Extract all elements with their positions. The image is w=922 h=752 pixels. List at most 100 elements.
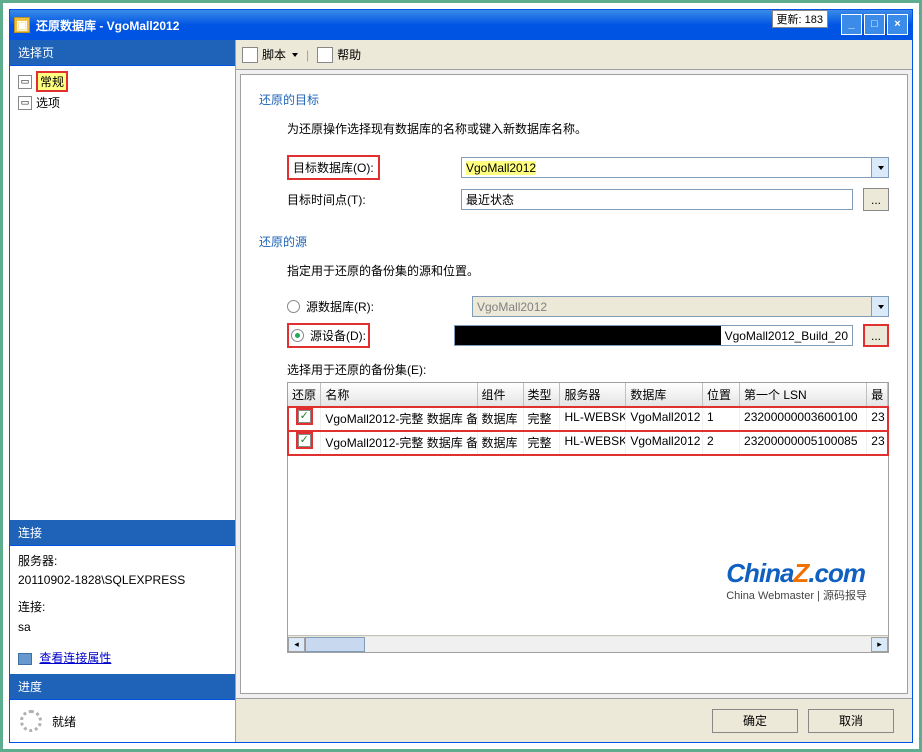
nav-item-general[interactable]: ▭ 常规	[16, 70, 229, 93]
cell-position: 1	[703, 407, 740, 430]
server-value: 20110902-1828\SQLEXPRESS	[18, 571, 227, 590]
col-server[interactable]: 服务器	[560, 383, 626, 406]
target-time-field[interactable]: 最近状态	[461, 189, 853, 210]
cell-name: VgoMall2012-完整 数据库 备份	[321, 407, 477, 430]
target-time-browse-button[interactable]: ...	[863, 188, 889, 211]
database-icon: ▣	[14, 17, 30, 33]
cell-last: 23	[867, 407, 888, 430]
grid-empty-space	[288, 455, 888, 635]
source-db-value: VgoMall2012	[477, 300, 547, 314]
cell-lsn: 23200000005100085	[740, 431, 867, 454]
server-label: 服务器:	[18, 552, 227, 571]
backup-sets-grid: 还原 名称 组件 类型 服务器 数据库 位置 第一个 LSN 最	[287, 382, 889, 653]
grid-row[interactable]: VgoMall2012-完整 数据库 备份 数据库 完整 HL-WEBSKY V…	[288, 431, 888, 455]
page-icon: ▭	[18, 96, 32, 110]
annotation-frame: ▣ 还原数据库 - VgoMall2012 更新: 183 _ □ × 选择页 …	[0, 0, 922, 752]
nav-item-options[interactable]: ▭ 选项	[16, 93, 229, 112]
row-restore-checkbox[interactable]	[298, 410, 311, 423]
col-position[interactable]: 位置	[703, 383, 740, 406]
source-device-label: 源设备(D):	[310, 327, 366, 344]
target-time-label: 目标时间点(T):	[287, 191, 455, 208]
cell-component: 数据库	[478, 431, 524, 454]
right-pane: 脚本 | 帮助 还原的目标 为还原操作选择现有数据库的名称或键入新数据库名称。 …	[236, 40, 912, 742]
footer: 确定 取消	[236, 698, 912, 742]
source-device-browse-button[interactable]: ...	[863, 324, 889, 347]
titlebar[interactable]: ▣ 还原数据库 - VgoMall2012 更新: 183 _ □ ×	[10, 10, 912, 40]
target-db-combo[interactable]: VgoMall2012	[461, 157, 889, 178]
window-title: 还原数据库 - VgoMall2012	[36, 17, 179, 34]
window-controls: _ □ ×	[841, 14, 908, 35]
cell-last: 23	[867, 431, 888, 454]
dropdown-icon[interactable]	[292, 53, 298, 57]
status-text: 就绪	[52, 713, 76, 730]
dialog-window: ▣ 还原数据库 - VgoMall2012 更新: 183 _ □ × 选择页 …	[9, 9, 913, 743]
redacted-path	[455, 326, 721, 345]
target-db-label: 目标数据库(O):	[287, 155, 380, 180]
script-button[interactable]: 脚本	[262, 46, 286, 63]
source-desc: 指定用于还原的备份集的源和位置。	[259, 256, 889, 293]
grid-row[interactable]: VgoMall2012-完整 数据库 备份 数据库 完整 HL-WEBSKY V…	[288, 407, 888, 431]
cancel-button[interactable]: 取消	[808, 709, 894, 733]
col-first-lsn[interactable]: 第一个 LSN	[740, 383, 867, 406]
view-connection-properties-link[interactable]: 查看连接属性	[39, 649, 111, 668]
row-restore-checkbox[interactable]	[298, 434, 311, 447]
properties-icon	[18, 653, 32, 665]
source-legend: 还原的源	[259, 229, 889, 256]
connection-info: 服务器: 20110902-1828\SQLEXPRESS 连接: sa 查看连…	[10, 546, 235, 674]
close-button[interactable]: ×	[887, 14, 908, 35]
col-database[interactable]: 数据库	[626, 383, 703, 406]
minimize-button[interactable]: _	[841, 14, 862, 35]
update-badge: 更新: 183	[772, 10, 828, 28]
connection-value: sa	[18, 618, 227, 637]
cell-position: 2	[703, 431, 740, 454]
scroll-left-button[interactable]: ◂	[288, 637, 305, 652]
main-form: 还原的目标 为还原操作选择现有数据库的名称或键入新数据库名称。 目标数据库(O)…	[240, 74, 908, 694]
col-last[interactable]: 最	[867, 383, 888, 406]
grid-header: 还原 名称 组件 类型 服务器 数据库 位置 第一个 LSN 最	[288, 383, 888, 407]
col-type[interactable]: 类型	[524, 383, 561, 406]
spinner-icon	[20, 710, 42, 732]
maximize-button[interactable]: □	[864, 14, 885, 35]
select-page-header: 选择页	[10, 40, 235, 66]
cell-name: VgoMall2012-完整 数据库 备份	[321, 431, 477, 454]
scroll-right-button[interactable]: ▸	[871, 637, 888, 652]
cell-component: 数据库	[478, 407, 524, 430]
left-pane: 选择页 ▭ 常规 ▭ 选项 连接 服	[10, 40, 236, 742]
ok-button[interactable]: 确定	[712, 709, 798, 733]
progress-status: 就绪	[10, 700, 235, 742]
help-button[interactable]: 帮助	[337, 46, 361, 63]
cell-database: VgoMall2012	[626, 407, 703, 430]
cell-server: HL-WEBSKY	[560, 431, 626, 454]
col-restore[interactable]: 还原	[288, 383, 321, 406]
source-device-radio[interactable]	[291, 329, 304, 342]
target-legend: 还原的目标	[259, 87, 889, 114]
col-component[interactable]: 组件	[478, 383, 524, 406]
cell-server: HL-WEBSKY	[560, 407, 626, 430]
source-device-field: VgoMall2012_Build_20	[454, 325, 853, 346]
scroll-thumb[interactable]	[305, 637, 365, 652]
backup-sets-label: 选择用于还原的备份集(E):	[259, 351, 889, 378]
source-db-label: 源数据库(R):	[306, 298, 466, 315]
separator: |	[306, 48, 309, 62]
source-db-combo: VgoMall2012	[472, 296, 889, 317]
target-time-value: 最近状态	[466, 191, 514, 208]
grid-hscrollbar[interactable]: ◂ ▸	[288, 635, 888, 652]
chevron-down-icon[interactable]	[871, 158, 888, 177]
content-area: 选择页 ▭ 常规 ▭ 选项 连接 服	[10, 40, 912, 742]
cell-type: 完整	[524, 407, 561, 430]
connection-header: 连接	[10, 520, 235, 546]
col-name[interactable]: 名称	[321, 383, 477, 406]
connection-label: 连接:	[18, 598, 227, 617]
source-db-radio[interactable]	[287, 300, 300, 313]
cell-lsn: 23200000003600100	[740, 407, 867, 430]
page-icon: ▭	[18, 75, 32, 89]
chevron-down-icon	[871, 297, 888, 316]
target-desc: 为还原操作选择现有数据库的名称或键入新数据库名称。	[259, 114, 889, 151]
cell-database: VgoMall2012	[626, 431, 703, 454]
progress-header: 进度	[10, 674, 235, 700]
toolbar: 脚本 | 帮助	[236, 40, 912, 70]
nav-general-label: 常规	[36, 71, 68, 92]
source-device-value: VgoMall2012_Build_20	[721, 329, 852, 343]
script-icon	[242, 47, 258, 63]
nav-options-label: 选项	[36, 94, 60, 111]
